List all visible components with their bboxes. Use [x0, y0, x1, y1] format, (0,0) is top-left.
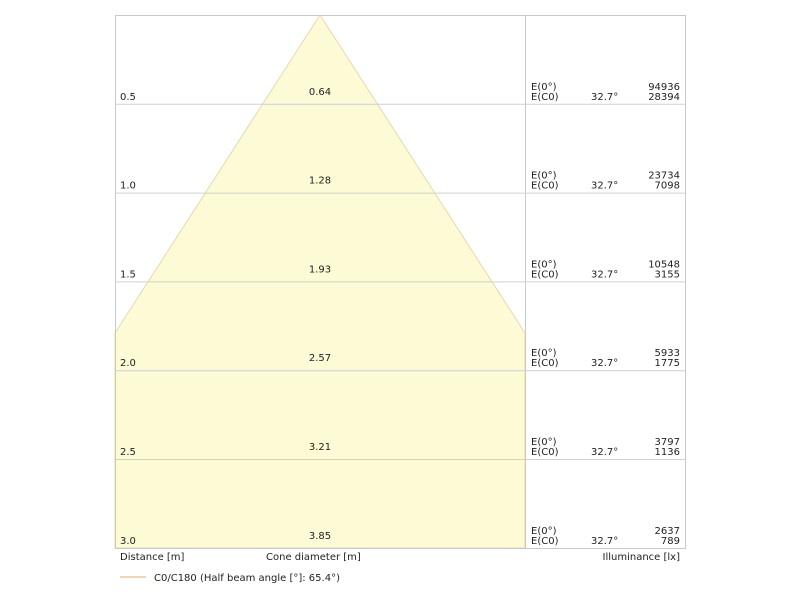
cone-diameter: 1.93 [309, 264, 331, 275]
ec0-value: 789 [661, 536, 680, 547]
label-e0: E(0°) [531, 437, 557, 448]
ec0-value: 7098 [655, 181, 680, 192]
angle: 32.7° [591, 181, 618, 192]
label-ec0: E(C0) [531, 358, 559, 369]
cone-diameter: 3.21 [309, 442, 331, 453]
distance: 2.5 [120, 447, 136, 458]
distance: 0.5 [120, 92, 136, 103]
e0-value: 2637 [655, 526, 680, 537]
ec0-value: 28394 [648, 92, 680, 103]
angle: 32.7° [591, 92, 618, 103]
label-e0: E(0°) [531, 259, 557, 270]
e0-value: 23734 [648, 171, 680, 182]
e0-value: 3797 [655, 437, 680, 448]
label-e0: E(0°) [531, 526, 557, 537]
ec0-value: 1136 [655, 447, 680, 458]
angle: 32.7° [591, 536, 618, 547]
label-ec0: E(C0) [531, 447, 559, 458]
label-e0: E(0°) [531, 348, 557, 359]
label-ec0: E(C0) [531, 269, 559, 280]
legend-label: C0/C180 (Half beam angle [°]: 65.4°) [154, 573, 340, 584]
angle: 32.7° [591, 447, 618, 458]
e0-value: 10548 [648, 259, 680, 270]
label-e0: E(0°) [531, 171, 557, 182]
cone-diameter: 1.28 [309, 176, 331, 187]
distance: 1.0 [120, 181, 136, 192]
e0-value: 94936 [648, 82, 680, 93]
angle: 32.7° [591, 358, 618, 369]
cone-diameter: 0.64 [309, 87, 331, 98]
label-e0: E(0°) [531, 82, 557, 93]
label-ec0: E(C0) [531, 181, 559, 192]
footer-diameter: Cone diameter [m] [266, 552, 361, 563]
e0-value: 5933 [655, 348, 680, 359]
ec0-value: 3155 [655, 269, 680, 280]
label-ec0: E(C0) [531, 92, 559, 103]
footer-illuminance: Illuminance [lx] [603, 552, 681, 563]
distance: 1.5 [120, 269, 136, 280]
cone-diameter: 2.57 [309, 353, 331, 364]
distance: 2.0 [120, 358, 136, 369]
ec0-value: 1775 [655, 358, 680, 369]
cone-diameter: 3.85 [309, 531, 331, 542]
angle: 32.7° [591, 269, 618, 280]
distance: 3.0 [120, 536, 136, 547]
footer-distance: Distance [m] [120, 552, 185, 563]
label-ec0: E(C0) [531, 536, 559, 547]
